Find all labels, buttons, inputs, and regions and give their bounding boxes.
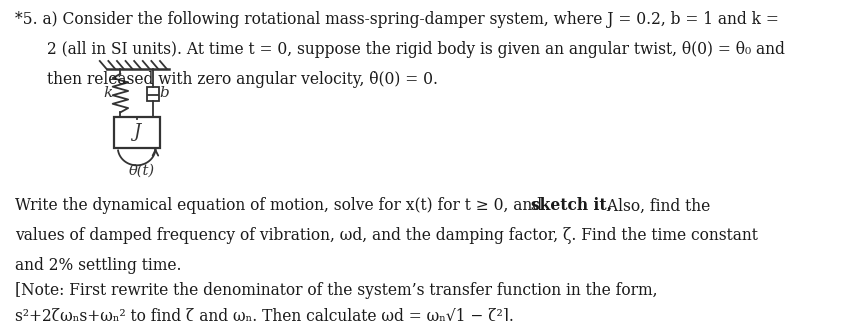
Bar <box>114 117 160 148</box>
Bar <box>147 87 159 101</box>
Text: sketch it.: sketch it. <box>531 197 611 214</box>
Text: θ(t): θ(t) <box>129 164 155 178</box>
Text: then released with zero angular velocity, θ̇(0) = 0.: then released with zero angular velocity… <box>47 71 439 88</box>
Text: b: b <box>159 86 169 100</box>
Text: k: k <box>104 86 113 100</box>
Text: [Note: First rewrite the denominator of the system’s transfer function in the fo: [Note: First rewrite the denominator of … <box>15 282 657 299</box>
Text: J: J <box>133 123 140 142</box>
Text: s²+2ζωₙs+ωₙ² to find ζ and ωₙ. Then calculate ωd = ωₙ√1 − ζ²].: s²+2ζωₙs+ωₙ² to find ζ and ωₙ. Then calc… <box>15 308 513 321</box>
Text: 2 (all in SI units). At time t = 0, suppose the rigid body is given an angular t: 2 (all in SI units). At time t = 0, supp… <box>47 41 785 58</box>
Text: *5. a) Consider the following rotational mass-spring-damper system, where J = 0.: *5. a) Consider the following rotational… <box>15 11 778 28</box>
Text: values of damped frequency of vibration, ωd, and the damping factor, ζ. Find the: values of damped frequency of vibration,… <box>15 227 758 244</box>
Text: and 2% settling time.: and 2% settling time. <box>15 257 181 274</box>
Text: Write the dynamical equation of motion, solve for x(t) for t ≥ 0, and: Write the dynamical equation of motion, … <box>15 197 547 214</box>
Text: Also, find the: Also, find the <box>602 197 710 214</box>
